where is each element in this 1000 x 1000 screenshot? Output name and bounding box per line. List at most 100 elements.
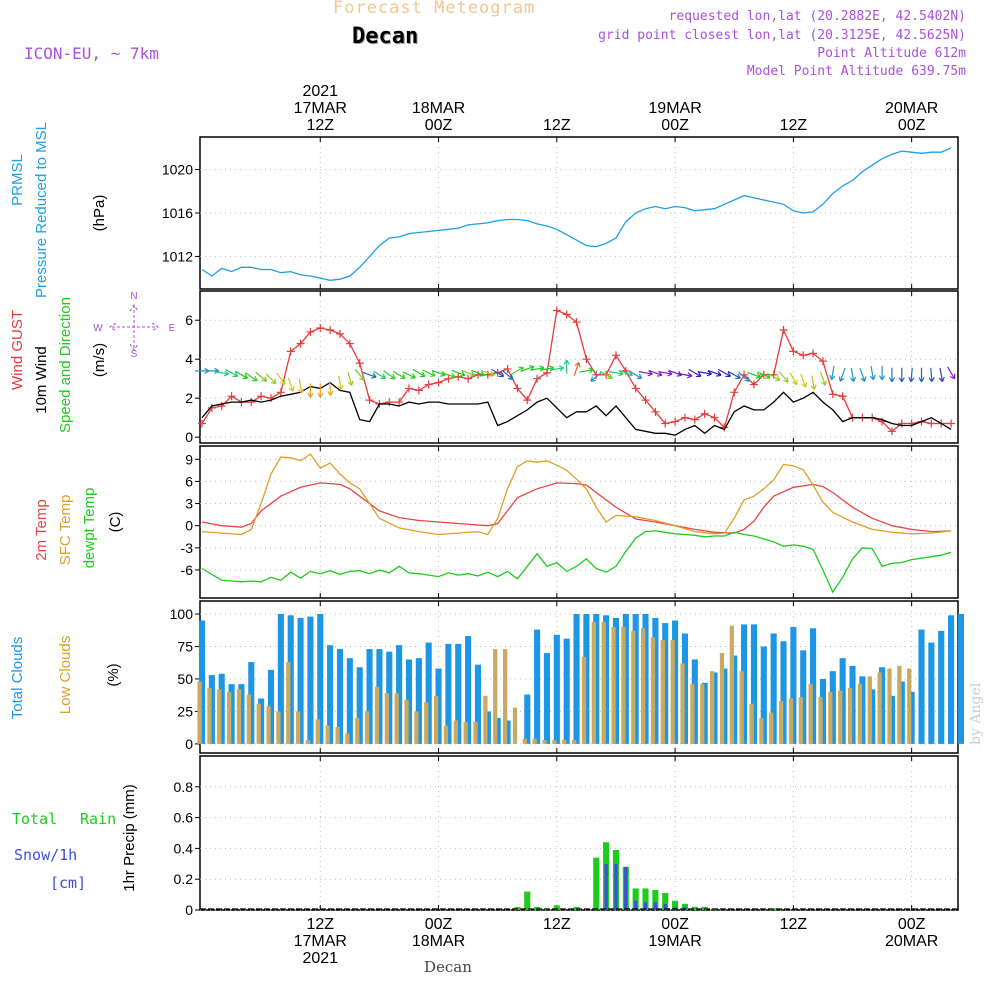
total-cloud-bar (415, 658, 422, 744)
gust-marker (641, 396, 650, 405)
compass-n: N (130, 291, 137, 302)
low-cloud-bar (818, 697, 823, 744)
gust-marker (878, 417, 887, 426)
low-cloud-bar (640, 628, 646, 744)
gust-marker (828, 390, 837, 399)
total-cloud-bar (711, 672, 718, 744)
gust-marker (503, 364, 512, 373)
low-cloud-bar (384, 693, 389, 744)
wind-arrow (878, 365, 886, 381)
wind-arrow (697, 370, 712, 377)
model-label: ICON-EU, ~ 7km (24, 44, 159, 63)
wind-arrow (829, 365, 836, 381)
total-cloud-bar (376, 649, 383, 744)
wind-arrow (451, 369, 466, 377)
gust-marker (286, 347, 295, 356)
low-cloud-bar (236, 689, 242, 744)
total-cloud-bar (465, 636, 472, 744)
total-cloud-bar (701, 682, 708, 744)
total-cloud-bar (563, 638, 570, 744)
snow-bar (614, 863, 618, 910)
time-label-top: 18MAR (412, 100, 465, 117)
total-cloud-bar (277, 613, 284, 744)
wind-arrow (501, 369, 514, 380)
low-cloud-bar (335, 727, 340, 744)
wind-arrow (347, 371, 354, 386)
gust-marker (513, 384, 522, 393)
low-cloud-bar (512, 707, 518, 744)
total-cloud-bar (721, 668, 728, 744)
gust-marker (444, 374, 453, 383)
gust-marker (927, 419, 936, 428)
gust-marker (582, 355, 591, 364)
low-cloud-bar (315, 719, 320, 744)
total-cloud-bar (770, 633, 777, 744)
total-cloud-bar (218, 673, 225, 744)
clouds-unit: (%) (105, 663, 122, 686)
total-cloud-bar (662, 623, 669, 744)
grid-point-coords: grid point closest lon,lat (20.3125E, 42… (598, 28, 966, 43)
low-cloud-bar (502, 649, 508, 744)
ytick-label-temperature: 9 (185, 451, 193, 467)
total-cloud-bar (455, 643, 462, 744)
ytick-label-clouds: 50 (177, 671, 193, 687)
wind-arrow (362, 371, 377, 379)
wind-arrow (422, 369, 436, 377)
total-cloud-bar (435, 668, 442, 744)
low-cloud-bar (719, 652, 725, 744)
wind-arrow (327, 381, 334, 396)
total-cloud-bar (957, 613, 964, 744)
footer-location: Decan (424, 958, 472, 976)
gust-marker (562, 310, 571, 319)
low-cloud-bar (769, 712, 774, 744)
total-cloud-bar (908, 691, 915, 744)
gust-label: Wind GUST (9, 310, 26, 390)
low-cloud-bar (749, 703, 754, 744)
wind-arrow (373, 370, 386, 379)
gust-marker (730, 388, 739, 397)
precip-legend-total: Total (12, 810, 57, 828)
low-cloud-bar (276, 711, 281, 744)
low-cloud-bar (355, 717, 360, 744)
total-cloud-bar (741, 624, 748, 744)
rain-bar (652, 889, 659, 910)
wind-arrow (573, 361, 581, 376)
low-cloud-bar (483, 695, 488, 744)
low-cloud-bar (798, 697, 803, 744)
gust-marker (404, 384, 413, 393)
ytick-label-wind: 4 (185, 351, 193, 367)
total-cloud-bar (336, 649, 344, 744)
total-cloud-bar (307, 616, 314, 744)
gust-marker (345, 339, 354, 348)
panel-frame-precipitation (199, 755, 959, 911)
gust-marker (749, 380, 758, 389)
wind-arrow (354, 369, 365, 381)
low-cloud-bar (591, 621, 596, 744)
low-cloud-bar (493, 649, 498, 744)
total-cloud-bar (346, 658, 353, 744)
low-cloud-bar (700, 684, 705, 744)
total-cloud-bar (405, 659, 413, 744)
low-cloud-bar (207, 688, 212, 744)
total-cloud-bar (267, 669, 275, 744)
time-label-bottom: 00Z (425, 916, 453, 933)
low-cloud-bar (365, 711, 370, 744)
gust-marker (542, 368, 551, 377)
wind-arrow (859, 368, 867, 382)
total-cloud-bar (386, 651, 393, 744)
low-cloud-bar (808, 684, 813, 744)
wind-arrow (461, 369, 476, 377)
total-cloud-bar (198, 620, 206, 744)
rain-bar (691, 906, 698, 910)
wind-arrow (677, 372, 693, 379)
requested-coords: requested lon,lat (20.2882E, 42.5402N) (668, 9, 966, 24)
low-cloud-bar (414, 711, 419, 744)
ytick-label-pressure: 1016 (162, 205, 193, 221)
total-cloud-bar (534, 629, 541, 744)
gust-marker (414, 386, 423, 395)
total-cloud-bar (524, 694, 531, 744)
time-label-bottom: 19MAR (648, 933, 701, 950)
total-cloud-bar (494, 717, 501, 744)
total-cloud-bar (869, 689, 876, 744)
total-cloud-bar (622, 613, 629, 744)
